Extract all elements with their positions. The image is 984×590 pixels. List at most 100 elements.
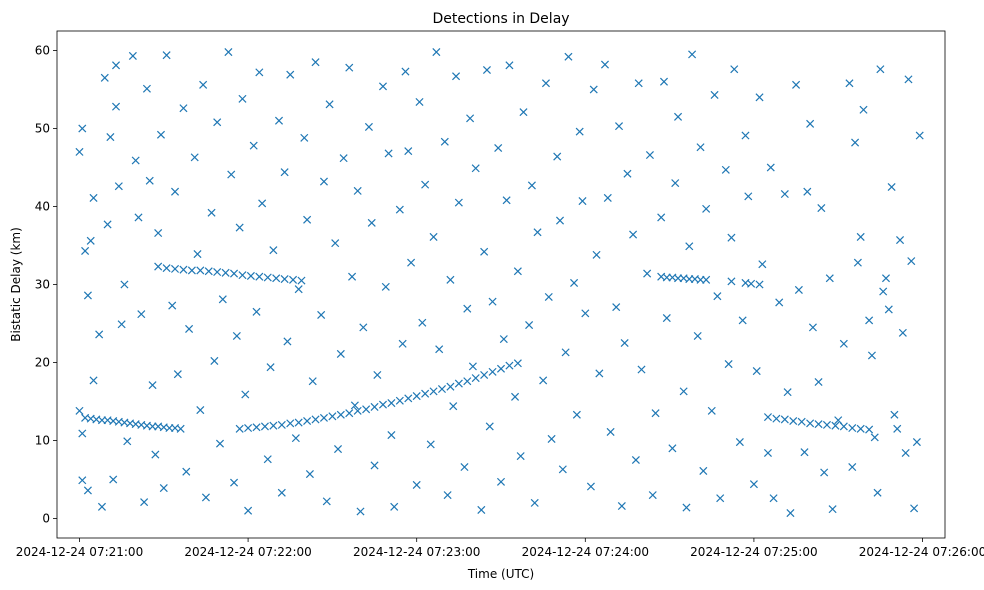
data-point bbox=[269, 421, 278, 430]
data-point bbox=[727, 233, 736, 242]
data-point bbox=[741, 131, 750, 140]
data-point bbox=[75, 147, 84, 156]
data-point bbox=[162, 51, 171, 60]
data-point bbox=[336, 410, 345, 419]
data-point bbox=[230, 269, 239, 278]
data-point bbox=[418, 318, 427, 327]
data-point bbox=[100, 73, 109, 82]
data-point bbox=[333, 445, 343, 454]
data-point bbox=[378, 82, 387, 91]
data-point bbox=[370, 461, 379, 470]
data-point bbox=[415, 97, 424, 107]
data-point bbox=[78, 429, 87, 438]
data-point bbox=[154, 262, 163, 271]
y-tick-label: 0 bbox=[42, 512, 50, 526]
data-point bbox=[258, 199, 267, 208]
data-point bbox=[589, 85, 598, 94]
data-point bbox=[303, 416, 312, 426]
data-point bbox=[300, 133, 309, 142]
data-point bbox=[592, 250, 601, 259]
data-point bbox=[190, 153, 199, 162]
data-point bbox=[730, 65, 739, 74]
data-point bbox=[766, 163, 775, 172]
data-point bbox=[260, 422, 269, 431]
data-point bbox=[232, 331, 241, 341]
x-axis-label: Time (UTC) bbox=[467, 567, 534, 581]
data-point bbox=[525, 321, 534, 330]
data-point bbox=[727, 277, 736, 286]
data-point bbox=[359, 323, 368, 332]
data-point bbox=[407, 258, 416, 267]
data-point bbox=[137, 310, 146, 319]
data-point bbox=[859, 105, 868, 114]
data-point bbox=[387, 399, 396, 408]
y-tick-label: 20 bbox=[35, 356, 50, 370]
data-point bbox=[817, 204, 826, 213]
data-point bbox=[280, 168, 289, 177]
data-point bbox=[834, 416, 843, 425]
data-point bbox=[494, 143, 503, 153]
data-point bbox=[446, 382, 455, 391]
data-point bbox=[362, 405, 371, 414]
data-point bbox=[294, 285, 303, 294]
data-point bbox=[159, 484, 168, 493]
data-point bbox=[395, 205, 404, 214]
data-point bbox=[218, 295, 227, 304]
data-point bbox=[274, 116, 284, 125]
data-point bbox=[356, 507, 365, 516]
data-point bbox=[421, 180, 430, 189]
data-point bbox=[421, 389, 430, 398]
data-point bbox=[294, 418, 303, 427]
data-point bbox=[95, 330, 104, 339]
data-point bbox=[499, 335, 508, 344]
data-point bbox=[199, 80, 208, 89]
data-point bbox=[286, 419, 295, 428]
y-axis-label: Bistatic Delay (km) bbox=[9, 227, 23, 342]
data-point bbox=[440, 137, 449, 146]
data-point bbox=[378, 400, 387, 409]
data-point bbox=[629, 230, 638, 239]
data-point bbox=[685, 242, 694, 251]
data-point bbox=[772, 414, 781, 423]
data-point bbox=[429, 387, 438, 396]
data-point bbox=[252, 307, 261, 316]
data-point bbox=[213, 267, 222, 277]
data-point bbox=[707, 406, 716, 415]
data-point bbox=[111, 102, 121, 111]
data-point bbox=[97, 502, 106, 511]
data-point bbox=[865, 425, 874, 434]
data-point bbox=[196, 406, 205, 415]
data-point bbox=[412, 480, 421, 489]
data-point bbox=[443, 491, 452, 500]
data-point bbox=[263, 455, 272, 464]
data-point bbox=[78, 476, 87, 485]
data-point bbox=[370, 402, 379, 411]
data-point bbox=[480, 247, 489, 256]
data-point bbox=[586, 482, 595, 491]
data-point bbox=[109, 475, 118, 484]
data-point bbox=[828, 505, 837, 514]
data-point bbox=[339, 154, 348, 163]
data-point bbox=[480, 370, 489, 380]
data-point bbox=[511, 392, 520, 401]
data-point bbox=[193, 250, 202, 259]
data-point bbox=[803, 187, 812, 196]
data-point bbox=[156, 130, 165, 139]
data-point bbox=[488, 367, 497, 376]
data-point bbox=[277, 488, 286, 497]
data-point bbox=[350, 401, 359, 410]
data-point bbox=[615, 122, 624, 131]
data-point bbox=[547, 434, 556, 443]
data-point bbox=[437, 384, 447, 394]
data-point bbox=[901, 448, 910, 458]
data-point bbox=[187, 266, 196, 275]
data-point bbox=[814, 377, 823, 387]
data-point bbox=[845, 79, 854, 88]
data-point bbox=[151, 450, 160, 459]
data-point bbox=[558, 465, 567, 474]
data-point bbox=[800, 448, 809, 457]
data-point bbox=[792, 80, 801, 89]
data-point bbox=[671, 179, 680, 188]
data-point bbox=[651, 409, 660, 418]
